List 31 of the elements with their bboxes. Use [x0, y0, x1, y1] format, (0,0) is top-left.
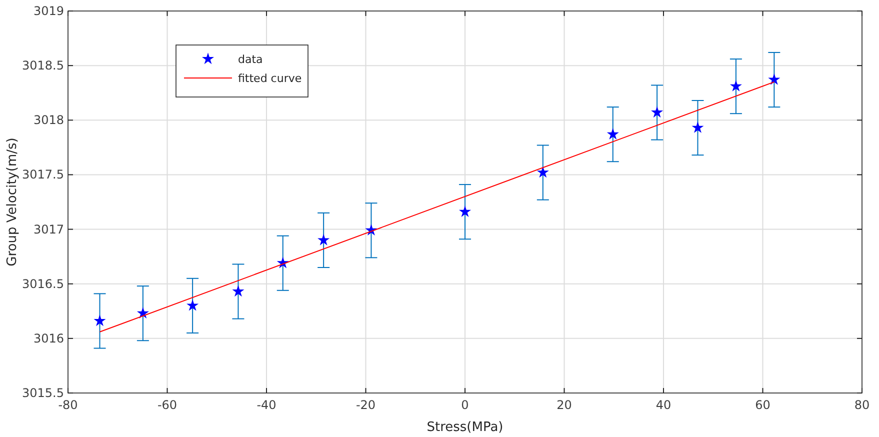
- point: [692, 121, 704, 133]
- y-tick-label: 3015.5: [22, 386, 64, 400]
- x-tick-label: 60: [755, 398, 770, 412]
- point: [730, 80, 742, 92]
- point: [232, 285, 244, 297]
- point: [458, 205, 472, 217]
- x-tick-label: -40: [256, 398, 276, 412]
- x-tick-label: -80: [58, 398, 78, 412]
- y-tick-label: 3016: [33, 331, 64, 346]
- x-tick-label: -60: [157, 398, 178, 412]
- legend-label: data: [238, 53, 263, 66]
- x-tick-label: 40: [656, 398, 672, 412]
- point: [606, 128, 619, 140]
- point: [651, 106, 664, 118]
- legend-label: fitted curve: [238, 72, 302, 85]
- y-axis-title: Group Velocity(m/s): [5, 138, 20, 266]
- point: [318, 234, 330, 246]
- x-tick-label: -20: [356, 398, 376, 412]
- y-tick-label: 3018.5: [22, 58, 64, 73]
- x-axis-title: Stress(MPa): [426, 420, 504, 435]
- x-tick-label: 20: [556, 398, 572, 412]
- point: [536, 166, 549, 178]
- x-tick-label: 80: [854, 398, 870, 412]
- y-tick-label: 3016.5: [22, 276, 64, 291]
- y-tick-label: 3019: [33, 4, 64, 18]
- y-tick-label: 3018: [33, 113, 64, 128]
- point: [186, 299, 199, 311]
- point: [94, 314, 106, 326]
- y-tick-label: 3017.5: [22, 168, 64, 182]
- x-tick-label: 0: [461, 398, 469, 412]
- y-tick-label: 3017: [33, 222, 64, 236]
